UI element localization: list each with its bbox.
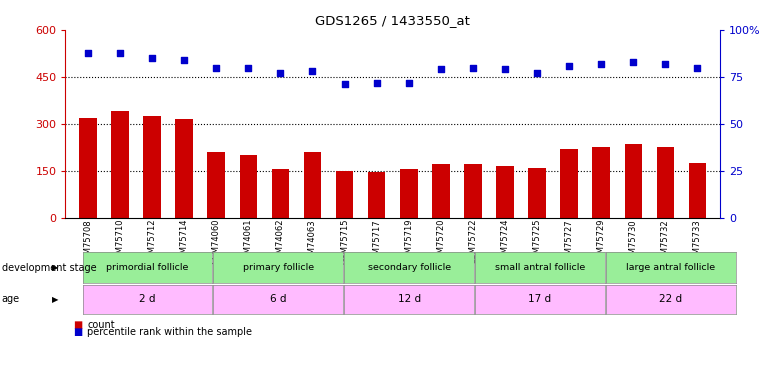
Bar	[272, 169, 290, 217]
Bar	[143, 116, 161, 218]
Bar	[688, 163, 706, 218]
Bar	[528, 168, 546, 217]
Bar	[561, 149, 578, 217]
Point	[467, 64, 479, 70]
Point	[434, 66, 447, 72]
Text: ▶: ▶	[52, 263, 58, 272]
Text: ■: ■	[73, 327, 82, 337]
Title: GDS1265 / 1433550_at: GDS1265 / 1433550_at	[315, 15, 470, 27]
Text: ■: ■	[73, 320, 82, 330]
Point	[178, 57, 190, 63]
Point	[146, 55, 159, 61]
Bar	[79, 117, 97, 218]
Bar	[592, 147, 610, 218]
Point	[82, 50, 94, 55]
Point	[210, 64, 223, 70]
Point	[499, 66, 511, 72]
Point	[627, 59, 639, 65]
Point	[306, 68, 319, 74]
Text: 6 d: 6 d	[270, 294, 286, 304]
Bar	[336, 171, 353, 217]
Bar	[239, 155, 257, 218]
Bar	[496, 166, 514, 218]
Text: percentile rank within the sample: percentile rank within the sample	[87, 327, 252, 337]
Bar	[368, 172, 386, 217]
Point	[691, 64, 704, 70]
Bar	[657, 147, 675, 218]
Text: small antral follicle: small antral follicle	[495, 263, 585, 272]
Text: 12 d: 12 d	[397, 294, 420, 304]
Bar	[111, 111, 129, 218]
Point	[659, 61, 671, 67]
Text: large antral follicle: large antral follicle	[626, 263, 715, 272]
Bar	[303, 152, 321, 217]
Text: primary follicle: primary follicle	[243, 263, 313, 272]
Text: development stage: development stage	[2, 263, 96, 273]
Point	[274, 70, 286, 76]
Text: age: age	[2, 294, 20, 304]
Bar	[207, 152, 225, 217]
Point	[531, 70, 543, 76]
Text: 22 d: 22 d	[659, 294, 682, 304]
Point	[242, 64, 254, 70]
Bar	[464, 164, 482, 218]
Bar	[432, 164, 450, 218]
Text: count: count	[87, 320, 115, 330]
Bar	[176, 119, 193, 218]
Text: ▶: ▶	[52, 295, 58, 304]
Point	[403, 80, 415, 86]
Text: secondary follicle: secondary follicle	[367, 263, 450, 272]
Point	[370, 80, 383, 86]
Text: primordial follicle: primordial follicle	[106, 263, 189, 272]
Point	[595, 61, 608, 67]
Bar	[400, 169, 417, 217]
Bar	[624, 144, 642, 218]
Point	[114, 50, 126, 55]
Point	[563, 63, 575, 69]
Text: 17 d: 17 d	[528, 294, 551, 304]
Text: 2 d: 2 d	[139, 294, 156, 304]
Point	[338, 81, 350, 87]
